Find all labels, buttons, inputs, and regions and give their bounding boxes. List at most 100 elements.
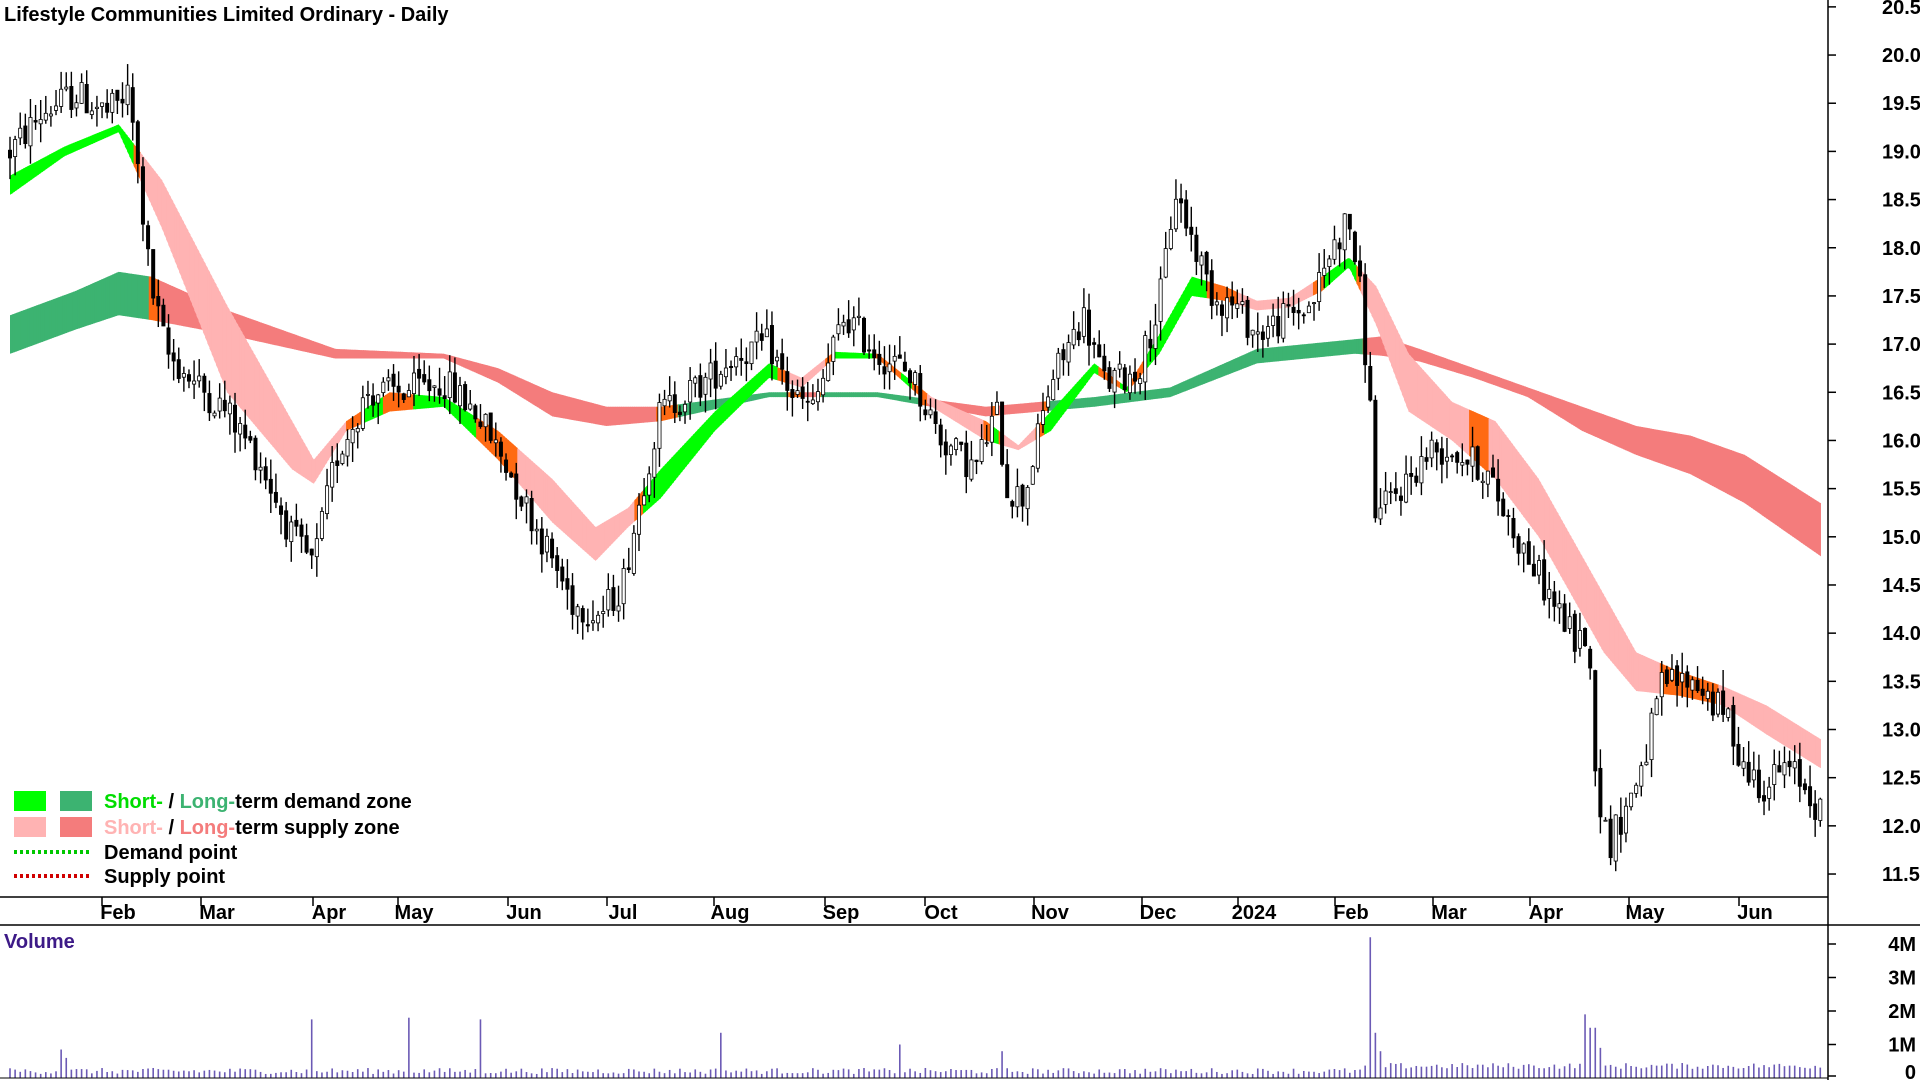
short-zone-segment-685 bbox=[1495, 421, 1498, 482]
short-zone-segment-413 bbox=[905, 376, 909, 386]
short-zone-segment-478 bbox=[1046, 413, 1050, 434]
long-zone-segment-326 bbox=[716, 398, 720, 409]
candle-body-98 bbox=[509, 472, 514, 478]
long-zone-segment-520 bbox=[1137, 391, 1141, 402]
candle-body-299 bbox=[1537, 560, 1542, 576]
long-zone-segment-401 bbox=[879, 392, 883, 398]
long-zone-segment-197 bbox=[437, 353, 440, 359]
long-zone-segment-539 bbox=[1178, 382, 1182, 394]
candle-body-1 bbox=[13, 139, 18, 157]
long-zone-segment-140 bbox=[313, 341, 317, 355]
long-zone-segment-145 bbox=[324, 345, 328, 357]
short-zone-segment-237 bbox=[523, 453, 527, 493]
candle-body-40 bbox=[212, 412, 217, 417]
long-zone-segment-770 bbox=[1679, 433, 1683, 472]
candle-body-91 bbox=[473, 405, 478, 420]
candle-body-12 bbox=[69, 86, 74, 110]
long-zone-segment-241 bbox=[532, 383, 536, 406]
long-zone-segment-302 bbox=[664, 405, 668, 421]
candle-body-183 bbox=[943, 441, 948, 456]
candle-body-167 bbox=[862, 317, 867, 353]
long-zone-segment-596 bbox=[1302, 344, 1305, 359]
short-zone-segment-133 bbox=[298, 432, 302, 476]
long-zone-segment-237 bbox=[523, 379, 527, 401]
short-zone-segment-611 bbox=[1334, 265, 1338, 280]
short-zone-segment-461 bbox=[1009, 438, 1013, 449]
long-zone-segment-549 bbox=[1200, 373, 1203, 386]
short-zone-segment-34 bbox=[83, 137, 87, 148]
x-tick-label-11: 2024 bbox=[1232, 902, 1277, 924]
short-zone-segment-384 bbox=[842, 352, 846, 359]
time-axis: Feb Mar Apr May Jun Jul Aug Sep Oct Nov Dec 2024 Feb… bbox=[100, 897, 1773, 924]
volume-tick-label-3: 1M bbox=[1888, 1035, 1916, 1057]
candle-body-221 bbox=[1138, 378, 1143, 384]
short-zone-segment-345 bbox=[757, 371, 761, 389]
candle-body-106 bbox=[550, 538, 555, 559]
long-zone-segment-524 bbox=[1146, 390, 1149, 401]
candle-body-62 bbox=[325, 485, 330, 515]
long-zone-segment-316 bbox=[695, 401, 698, 414]
short-zone-segment-68 bbox=[157, 174, 161, 224]
long-zone-segment-54 bbox=[127, 273, 130, 317]
candle-body-231 bbox=[1189, 226, 1194, 235]
short-zone-segment-695 bbox=[1516, 450, 1520, 511]
long-zone-segment-378 bbox=[829, 392, 833, 398]
candle-body-109 bbox=[565, 578, 570, 590]
long-zone-segment-33 bbox=[81, 287, 85, 328]
short-zone-segment-1 bbox=[12, 173, 15, 194]
short-zone-segment-106 bbox=[239, 328, 243, 411]
candle-body-253 bbox=[1301, 314, 1306, 317]
short-zone-segment-232 bbox=[512, 444, 516, 480]
short-zone-segment-751 bbox=[1638, 653, 1641, 692]
long-zone-segment-37 bbox=[90, 283, 93, 325]
short-zone-segment-731 bbox=[1594, 579, 1598, 641]
short-zone-segment-446 bbox=[976, 417, 980, 437]
short-zone-segment-138 bbox=[309, 452, 312, 483]
long-zone-segment-109 bbox=[246, 317, 250, 340]
short-zone-segment-47 bbox=[111, 126, 115, 136]
candle-body-90 bbox=[468, 403, 473, 410]
short-zone-segment-480 bbox=[1050, 409, 1054, 431]
short-zone-segment-637 bbox=[1391, 317, 1394, 372]
long-zone-segment-293 bbox=[645, 406, 648, 423]
candle-body-313 bbox=[1608, 818, 1613, 859]
x-tick-label-13: Mar bbox=[1431, 902, 1467, 924]
long-zone-segment-183 bbox=[406, 352, 410, 359]
long-zone-segment-327 bbox=[718, 398, 722, 409]
short-zone-segment-643 bbox=[1404, 344, 1407, 406]
long-zone-segment-443 bbox=[970, 404, 974, 415]
candle-body-127 bbox=[657, 402, 662, 449]
long-zone-segment-271 bbox=[597, 404, 601, 425]
legend-supply-zone: Short- / Long-term supply zone bbox=[104, 817, 400, 839]
candle-body-172 bbox=[887, 363, 892, 373]
x-tick-label-7: Sep bbox=[823, 902, 860, 924]
long-zone-segment-383 bbox=[840, 392, 844, 398]
short-zone-segment-797 bbox=[1737, 692, 1741, 717]
short-zone-segment-128 bbox=[287, 413, 291, 467]
short-zone-segment-381 bbox=[836, 351, 839, 359]
long-zone-segment-323 bbox=[710, 399, 714, 411]
long-zone-segment-671 bbox=[1464, 365, 1468, 376]
short-zone-segment-635 bbox=[1386, 308, 1390, 360]
long-zone-segment-815 bbox=[1776, 475, 1780, 528]
x-tick-label-9: Nov bbox=[1031, 902, 1070, 924]
short-zone-segment-332 bbox=[729, 396, 733, 416]
candle-body-61 bbox=[319, 511, 324, 539]
long-zone-segment-708 bbox=[1544, 393, 1548, 410]
long-zone-segment-781 bbox=[1703, 440, 1706, 483]
long-zone-segment-515 bbox=[1126, 392, 1130, 403]
long-zone-segment-472 bbox=[1033, 402, 1037, 413]
short-zone-segment-599 bbox=[1308, 283, 1312, 298]
short-zone-segment-440 bbox=[963, 411, 967, 429]
long-zone-segment-193 bbox=[428, 353, 432, 359]
candle-body-185 bbox=[954, 438, 959, 450]
long-zone-segment-799 bbox=[1742, 454, 1745, 504]
short-zone-segment-280 bbox=[617, 513, 620, 539]
long-zone-segment-780 bbox=[1701, 439, 1704, 482]
long-zone-segment-23 bbox=[59, 295, 63, 336]
short-zone-segment-547 bbox=[1195, 277, 1199, 297]
short-zone-segment-124 bbox=[278, 398, 282, 457]
long-zone-segment-139 bbox=[311, 340, 315, 354]
candle-body-202 bbox=[1040, 410, 1045, 425]
long-zone-segment-55 bbox=[129, 273, 133, 318]
